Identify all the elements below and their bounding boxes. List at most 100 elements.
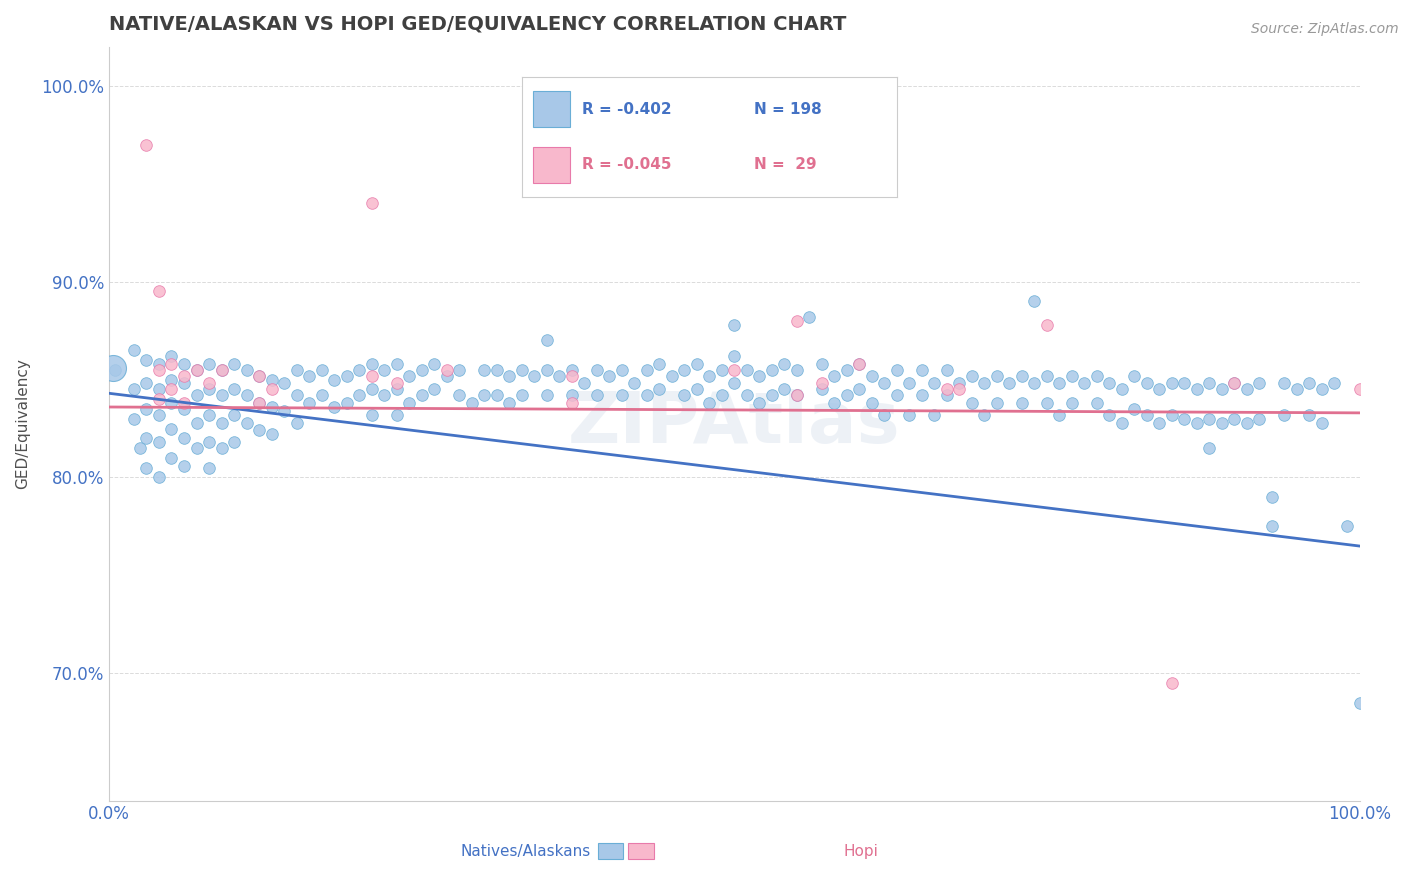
Point <box>235 363 257 377</box>
Point <box>810 383 832 397</box>
Point <box>1249 376 1271 391</box>
Point <box>1036 368 1059 383</box>
Point <box>786 388 808 402</box>
Point <box>198 460 221 475</box>
Point <box>1198 441 1220 455</box>
Point <box>485 388 508 402</box>
Point <box>636 363 658 377</box>
Point <box>748 368 770 383</box>
Point <box>710 363 733 377</box>
Point <box>648 383 671 397</box>
Point <box>347 388 370 402</box>
Point <box>360 357 382 371</box>
Point <box>835 388 858 402</box>
Point <box>160 450 183 465</box>
Point <box>211 416 233 430</box>
Point <box>561 368 583 383</box>
Point <box>1236 416 1258 430</box>
Point <box>385 357 408 371</box>
Text: Source: ZipAtlas.com: Source: ZipAtlas.com <box>1251 22 1399 37</box>
Point <box>686 383 709 397</box>
Point <box>335 396 357 410</box>
Point <box>186 441 208 455</box>
Point <box>360 196 382 211</box>
Text: NATIVE/ALASKAN VS HOPI GED/EQUIVALENCY CORRELATION CHART: NATIVE/ALASKAN VS HOPI GED/EQUIVALENCY C… <box>110 15 846 34</box>
Point <box>173 368 195 383</box>
Point <box>222 435 245 450</box>
Point <box>160 396 183 410</box>
Point <box>1298 376 1320 391</box>
Point <box>398 368 420 383</box>
Point <box>823 396 845 410</box>
Point <box>436 368 458 383</box>
Point <box>710 388 733 402</box>
Point <box>786 314 808 328</box>
Point <box>786 363 808 377</box>
Text: Natives/Alaskans: Natives/Alaskans <box>460 845 591 859</box>
Point <box>173 396 195 410</box>
Point <box>160 349 183 363</box>
Point <box>260 373 283 387</box>
Point <box>173 357 195 371</box>
Point <box>148 392 170 406</box>
Point <box>436 363 458 377</box>
Point <box>347 363 370 377</box>
Point <box>623 376 645 391</box>
Point <box>598 368 620 383</box>
Point <box>911 388 934 402</box>
Point <box>1098 376 1121 391</box>
Point <box>222 357 245 371</box>
Point <box>610 363 633 377</box>
Point <box>198 408 221 422</box>
Point <box>723 318 745 332</box>
Point <box>198 376 221 391</box>
Point <box>1011 396 1033 410</box>
Point <box>1223 376 1246 391</box>
Point <box>122 383 145 397</box>
Point <box>786 388 808 402</box>
Point <box>735 363 758 377</box>
Point <box>1274 408 1296 422</box>
Point <box>498 368 520 383</box>
Point <box>311 388 333 402</box>
Point <box>1161 376 1184 391</box>
Point <box>848 383 870 397</box>
Point <box>186 363 208 377</box>
Point <box>935 363 957 377</box>
Point <box>411 388 433 402</box>
Point <box>924 408 946 422</box>
Point <box>135 376 157 391</box>
Point <box>186 416 208 430</box>
Point <box>173 376 195 391</box>
Point <box>1249 411 1271 425</box>
Point <box>735 388 758 402</box>
Point <box>723 376 745 391</box>
Point <box>360 383 382 397</box>
Point <box>160 421 183 435</box>
Point <box>648 357 671 371</box>
Point <box>1185 383 1208 397</box>
Point <box>273 404 295 418</box>
Point <box>1211 383 1233 397</box>
Point <box>898 376 921 391</box>
Point <box>848 357 870 371</box>
Y-axis label: GED/Equivalency: GED/Equivalency <box>15 359 30 489</box>
Point <box>536 363 558 377</box>
Point <box>1285 383 1308 397</box>
Point <box>1161 676 1184 690</box>
Point <box>761 363 783 377</box>
Point <box>247 368 270 383</box>
Point <box>298 368 321 383</box>
Point <box>1223 376 1246 391</box>
Point <box>761 388 783 402</box>
Point <box>1136 376 1159 391</box>
Point <box>1085 396 1108 410</box>
Point <box>673 388 696 402</box>
Point <box>1085 368 1108 383</box>
Point <box>810 376 832 391</box>
Point <box>1298 408 1320 422</box>
Point <box>935 383 957 397</box>
Point <box>723 363 745 377</box>
Point <box>585 388 607 402</box>
Point <box>135 431 157 445</box>
